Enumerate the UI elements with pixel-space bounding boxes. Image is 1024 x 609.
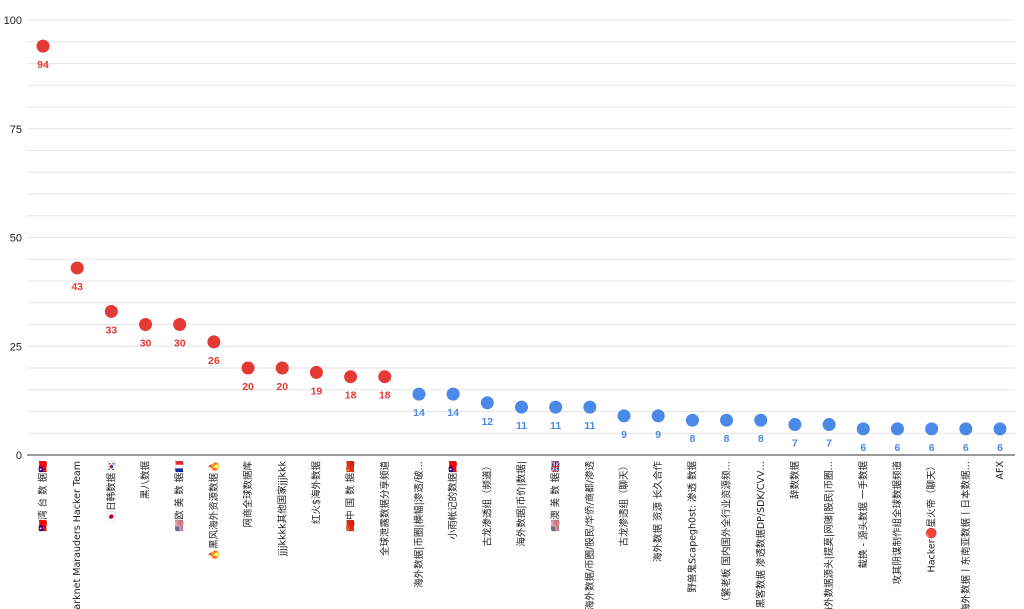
x-category-label: 🔥黑风海外资源数据🔥 [208,461,220,561]
data-point [104,304,118,318]
data-label: 8 [758,433,764,445]
data-label: 20 [276,381,288,393]
x-category-label: 红火$海外数据 [310,461,322,525]
data-point [549,400,563,414]
x-category-label: 🇨🇳中 国 数 据🇨🇳 [345,461,357,532]
data-point [412,387,426,401]
data-points [36,39,1007,436]
data-label: 9 [655,429,661,441]
data-point [515,400,528,414]
x-category-label: 网商全球数据库 [242,461,254,528]
data-point [275,361,289,375]
data-point [788,418,802,432]
data-label: 6 [997,442,1003,454]
x-category-label: 载换 - 源头数据 一手数据 [857,461,869,569]
data-point [651,409,665,423]
x-category-label: Darknet Marauders Hacker Team [72,461,83,609]
data-point [70,261,84,275]
data-point [173,318,187,331]
y-tick-label: 75 [10,124,22,136]
data-label: 6 [929,442,935,454]
x-category-label: 海外数据丨东南亚数据丨日本数据… [960,461,972,609]
data-label: 6 [895,442,901,454]
data-label: 8 [724,433,730,445]
data-label: 9 [621,429,627,441]
data-point [685,413,699,427]
y-tick-label: 100 [4,15,22,27]
x-category-label: 🇺🇸澳 美 数 据🇬🇧 [550,461,562,532]
x-category-label: 海外数据|币圈|横幅|渗透/破… [413,461,425,588]
data-label: 7 [826,438,832,450]
data-label: 12 [481,416,493,428]
data-label: 11 [550,420,561,432]
x-category-label: 🇹🇼湾 台 数 据🇹🇼 [37,461,49,532]
data-point [36,39,50,53]
data-point [720,413,734,427]
x-category-label: 海外数据|币价|数据| [516,461,528,547]
x-category-label: 🇯🇵日韩数据🇰🇷 [105,461,117,523]
data-point [446,387,460,401]
x-category-label: 古龙渗透组（频道） [481,461,493,547]
data-point [583,400,597,414]
data-label: 7 [792,438,798,450]
x-category-label: 海外数据 资源 长久合作 [652,461,664,563]
data-label: 6 [860,442,866,454]
data-point [617,409,631,423]
x-axis-labels: 🇹🇼湾 台 数 据🇹🇼 Darknet Marauders Hacker Team… [37,461,1006,609]
data-label: 30 [174,338,186,350]
data-point [890,422,904,436]
data-point [241,361,255,375]
data-label: 18 [345,390,357,402]
x-category-label: AFX [995,461,1006,480]
y-tick-label: 25 [10,341,22,353]
data-point [309,365,323,379]
x-category-label: 黑客数据 渗透数据DP/SDK/CVV… [755,461,767,608]
x-category-label: （繁老板 国内国外全行业资源频… [721,461,733,607]
data-point [754,413,768,427]
x-category-label: 🇺🇸欧 美 数 据🇫🇷 [174,461,186,532]
data-point [480,396,494,410]
data-label: 11 [516,420,527,432]
data-label: 94 [37,59,49,71]
data-label: 26 [208,355,220,367]
data-label: 19 [311,385,323,397]
data-label: 30 [140,338,152,350]
data-label: 11 [584,420,595,432]
x-category-label: 小雨帐记的数据🇹🇼 [447,461,459,540]
data-point [993,422,1007,436]
x-category-label: jjjjkkkk其他国家jjjkkk [276,461,288,557]
y-tick-label: 0 [16,450,22,462]
data-point [378,370,392,384]
x-category-label: 全球泄露数据分享频道 [379,461,391,557]
data-point [344,370,358,384]
x-category-label: 古龙渗透组（聊天） [618,461,630,547]
data-label: 18 [379,390,391,402]
x-category-label: 黑八数据 [140,461,152,500]
data-label: 6 [963,442,969,454]
data-labels: 94 43 33 30 30 26 20 20 19 18 18 14 14 12 11 11 11 9 9 8 8 8 7… [37,59,1003,454]
gridlines [27,19,1015,434]
data-point [139,318,153,331]
x-category-label: 辞数数据 [789,461,801,500]
data-label: 14 [413,407,425,419]
x-category-label: Hacker🔴星火帝（聊天） [926,461,938,572]
data-point [856,422,870,436]
data-point [207,335,221,349]
data-point [959,422,973,436]
data-point [925,422,939,436]
x-category-label: 野兽鬼Scapegh0st: 渗透 数据 [686,461,698,593]
y-tick-label: 50 [10,233,22,245]
data-label: 8 [689,433,695,445]
x-category-label: 攻其阴谋制作组全球数据频道 [891,461,903,585]
y-axis: 0 25 50 75 100 [4,15,22,462]
data-label: 43 [71,281,83,293]
x-category-label: 海外数据/币圈/股民/华侨/商都/渗透 [584,461,596,609]
data-label: 14 [447,407,459,419]
data-label: 33 [106,324,118,336]
data-label: 20 [242,381,254,393]
x-category-label: 海外数据源头|提莫|网赌|股民|币圈… [823,461,835,609]
data-point [822,418,836,432]
